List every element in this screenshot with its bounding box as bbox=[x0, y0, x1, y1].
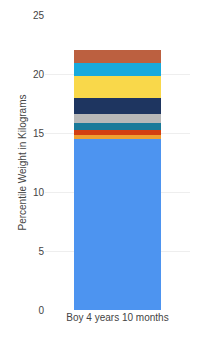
svg-text:5: 5 bbox=[38, 246, 44, 257]
svg-text:Boy 4 years 10 months: Boy 4 years 10 months bbox=[66, 312, 168, 323]
svg-text:15: 15 bbox=[33, 128, 45, 139]
svg-text:Percentile Weight in Kilograms: Percentile Weight in Kilograms bbox=[17, 95, 28, 231]
svg-text:0: 0 bbox=[38, 305, 44, 316]
svg-text:25: 25 bbox=[33, 10, 45, 21]
svg-text:20: 20 bbox=[33, 69, 45, 80]
svg-text:10: 10 bbox=[33, 187, 45, 198]
